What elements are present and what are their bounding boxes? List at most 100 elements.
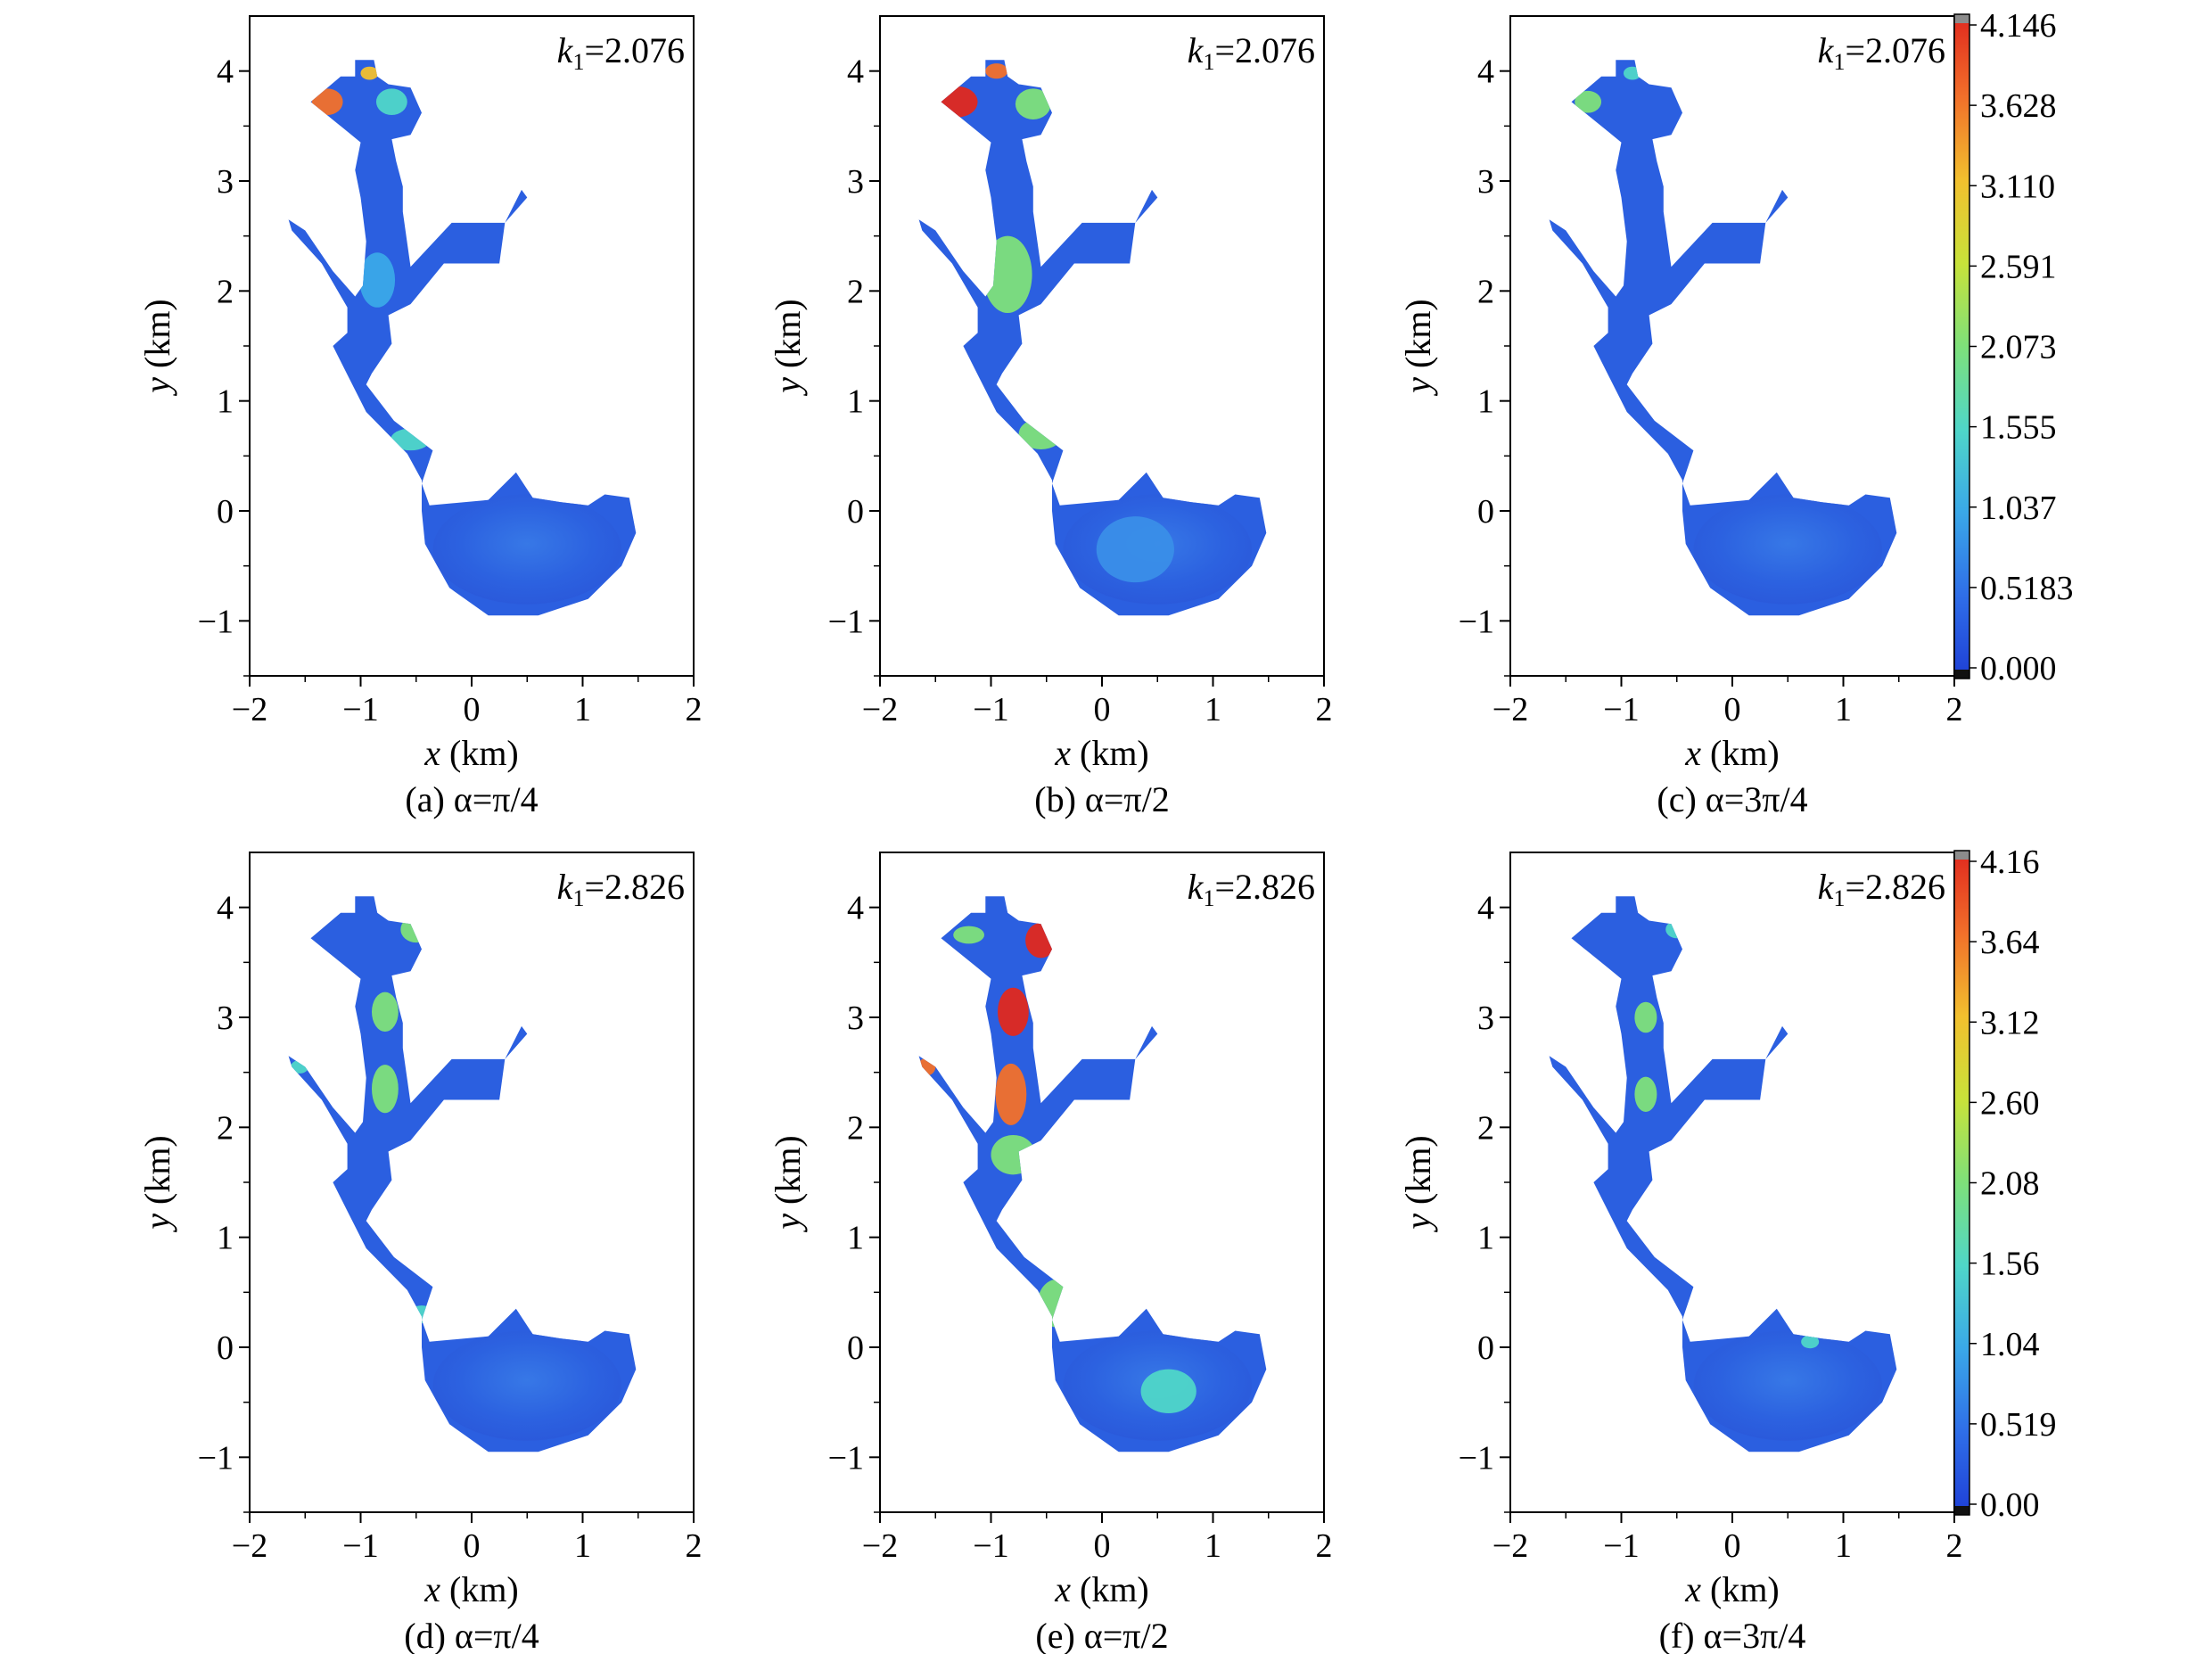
domain-field <box>918 896 1267 1452</box>
colorbar-tick-label: 3.110 <box>1980 168 2055 205</box>
x-tick-label: 2 <box>1316 1527 1333 1565</box>
x-tick-label: −1 <box>973 691 1008 728</box>
k-annotation: k1=2.826 <box>557 867 685 911</box>
x-tick-label: 1 <box>574 1527 591 1565</box>
x-tick-label: 1 <box>1205 1527 1221 1565</box>
x-axis-label: x (km) <box>1054 733 1149 773</box>
x-tick-label: −1 <box>973 1527 1008 1565</box>
y-tick-label: 1 <box>847 1220 864 1257</box>
y-tick-label: 3 <box>1477 163 1494 201</box>
y-axis-label: y (km) <box>137 299 177 397</box>
y-tick-label: −1 <box>828 1439 864 1477</box>
k-annotation: k1=2.076 <box>1188 30 1315 75</box>
field-hotspot <box>497 1027 512 1041</box>
y-tick-label: 3 <box>847 1000 864 1037</box>
y-tick-label: 1 <box>1477 1220 1494 1257</box>
field-hotspot <box>1665 920 1689 939</box>
panels: −2 −1 0 1 2 −1 0 1 2 3 4 x (km) y (km) k1=2.076 (a) α=… <box>137 15 1963 1654</box>
y-tick-label: 0 <box>217 493 234 531</box>
panel-caption: (e) α=π/2 <box>1035 1616 1168 1654</box>
colorbar-tick-label: 1.037 <box>1980 490 2057 527</box>
y-tick-label: 2 <box>217 1109 234 1147</box>
field-hotspot <box>359 252 396 308</box>
y-tick-label: 2 <box>1477 273 1494 310</box>
field-hotspot <box>1114 1284 1146 1312</box>
y-axis-label: y (km) <box>1398 1135 1438 1233</box>
colorbar-tick-label: 3.64 <box>1980 924 2040 961</box>
y-tick-label: −1 <box>1459 1439 1494 1477</box>
y-tick-label: 4 <box>217 890 234 927</box>
x-tick-label: −1 <box>1603 691 1639 728</box>
y-tick-label: 3 <box>847 163 864 201</box>
colorbar-tick-label: 0.00 <box>1980 1486 2040 1524</box>
panel-caption: (f) α=3π/4 <box>1659 1616 1806 1654</box>
x-tick-label: 0 <box>1094 1527 1111 1565</box>
colorbar-tick-label: 3.12 <box>1980 1004 2040 1041</box>
y-tick-label: 1 <box>217 1220 234 1257</box>
y-tick-label: 0 <box>217 1329 234 1367</box>
y-tick-label: −1 <box>198 1439 234 1477</box>
colorbar-gradient <box>1954 851 1969 1515</box>
x-tick-label: −2 <box>862 1527 898 1565</box>
colorbar-over-cap <box>1954 14 1969 23</box>
x-tick-label: −1 <box>342 691 378 728</box>
field-hotspot <box>995 1063 1027 1125</box>
domain-field <box>288 896 637 1452</box>
colorbar-tick-label: 1.555 <box>1980 409 2057 447</box>
field-hotspot <box>1015 88 1051 119</box>
field-hotspot <box>1634 1001 1657 1033</box>
y-tick-label: 2 <box>1477 1109 1494 1147</box>
x-axis-label: x (km) <box>1054 1569 1149 1609</box>
x-tick-label: 2 <box>1946 1527 1963 1565</box>
y-tick-label: 3 <box>217 163 234 201</box>
y-tick-label: 4 <box>847 53 864 91</box>
field-hotspot <box>1025 922 1057 959</box>
x-tick-label: −2 <box>232 1527 267 1565</box>
field-overlays <box>1634 920 1883 1441</box>
basin-shading <box>432 494 622 605</box>
x-axis-label: x (km) <box>423 733 519 773</box>
colorbar-tick-label: 4.16 <box>1980 843 2040 881</box>
y-tick-label: −1 <box>1459 603 1494 640</box>
colorbars: 4.146 3.628 3.110 2.591 2.073 1.555 1.037 0.518… <box>1953 7 2074 1524</box>
field-hotspot <box>1140 1369 1196 1414</box>
field-hotspot <box>1623 66 1641 80</box>
x-tick-label: 1 <box>1205 691 1221 728</box>
field-hotspot <box>375 88 407 115</box>
field-hotspot <box>918 1057 936 1076</box>
colorbar-under-cap <box>1954 1506 1969 1515</box>
panel-caption: (b) α=π/2 <box>1034 779 1169 819</box>
x-axis-label: x (km) <box>1684 733 1780 773</box>
x-tick-label: 2 <box>1946 691 1963 728</box>
x-tick-label: −2 <box>1492 1527 1528 1565</box>
field-hotspot <box>1037 1279 1078 1328</box>
colorbar-row-1: 4.146 3.628 3.110 2.591 2.073 1.555 1.037 0.518… <box>1953 7 2074 687</box>
domain-field <box>918 60 1267 616</box>
domain-field <box>1549 896 1897 1452</box>
field-hotspot <box>1575 90 1602 113</box>
x-tick-label: 0 <box>1724 1527 1741 1565</box>
x-tick-label: −2 <box>232 691 267 728</box>
y-tick-label: 0 <box>1477 493 1494 531</box>
y-axis-label: y (km) <box>768 299 808 397</box>
y-tick-label: 4 <box>217 53 234 91</box>
x-axis-label: x (km) <box>1684 1569 1780 1609</box>
x-tick-label: 2 <box>1316 691 1333 728</box>
y-tick-label: 0 <box>1477 1329 1494 1367</box>
field-hotspot <box>1657 382 1675 394</box>
domain-field <box>288 60 637 616</box>
y-axis-label: y (km) <box>137 1135 177 1233</box>
x-tick-label: −1 <box>342 1527 378 1565</box>
y-tick-label: −1 <box>828 603 864 640</box>
x-tick-label: −2 <box>862 691 898 728</box>
y-tick-label: 1 <box>217 383 234 421</box>
field-hotspot <box>291 1060 309 1074</box>
y-tick-label: 0 <box>847 1329 864 1367</box>
colorbar-tick-label: 2.591 <box>1980 248 2057 285</box>
field-hotspot <box>408 1305 435 1323</box>
field-hotspot <box>386 378 413 391</box>
colorbar-tick-label: 0.5183 <box>1980 570 2074 607</box>
panel-d: −2 −1 0 1 2 −1 0 1 2 3 4 x (km) y (km) k1=2.826 (d) α=… <box>137 852 703 1654</box>
field-hotspot <box>998 987 1029 1036</box>
colorbar-tick-label: 2.08 <box>1980 1165 2040 1203</box>
